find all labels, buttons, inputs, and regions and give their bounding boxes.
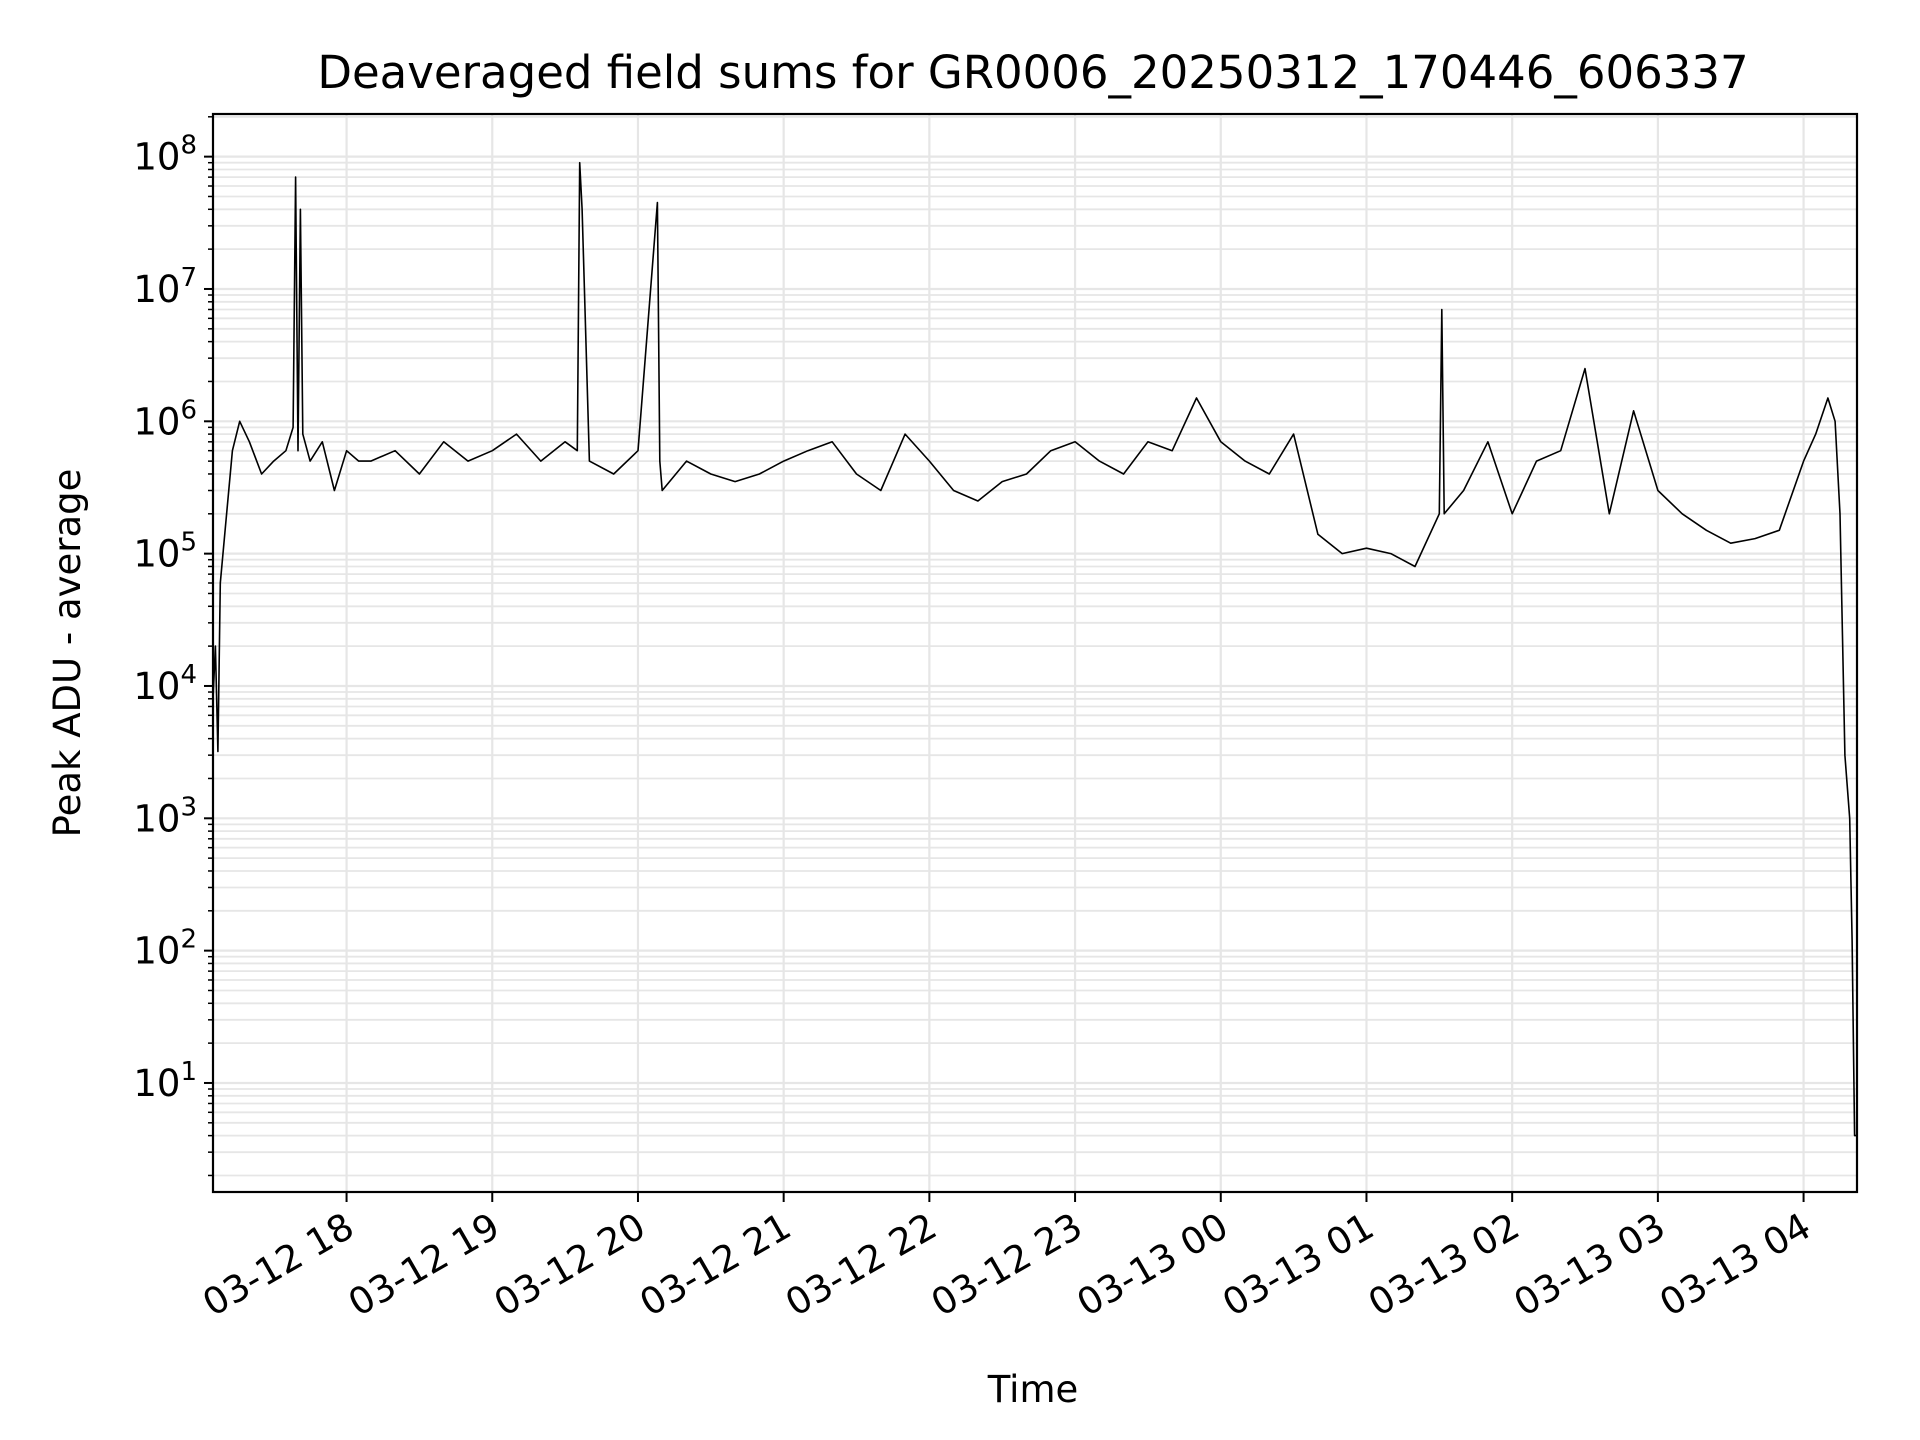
chart-title: Deaveraged field sums for GR0006_2025031… — [317, 46, 1748, 99]
series-line — [212, 161, 1857, 1137]
plot-area-frame — [211, 112, 1859, 1194]
y-axis-label: Peak ADU - average — [46, 469, 89, 838]
y-tick-label: 104 — [133, 660, 197, 708]
gridlines — [213, 114, 1857, 1192]
y-tick-label: 108 — [133, 131, 197, 179]
y-tick-label: 101 — [133, 1057, 197, 1105]
y-tick-label: 107 — [133, 263, 197, 311]
y-tick-label: 105 — [133, 528, 197, 576]
series-layer — [212, 161, 1857, 1137]
x-axis-label: Time — [987, 1368, 1079, 1411]
y-axis-ticks: 101 102 103 104 105 106 107 108 — [133, 116, 213, 1177]
y-tick-label: 102 — [133, 925, 197, 973]
y-tick-label: 106 — [133, 395, 197, 443]
y-tick-label: 103 — [133, 792, 197, 840]
